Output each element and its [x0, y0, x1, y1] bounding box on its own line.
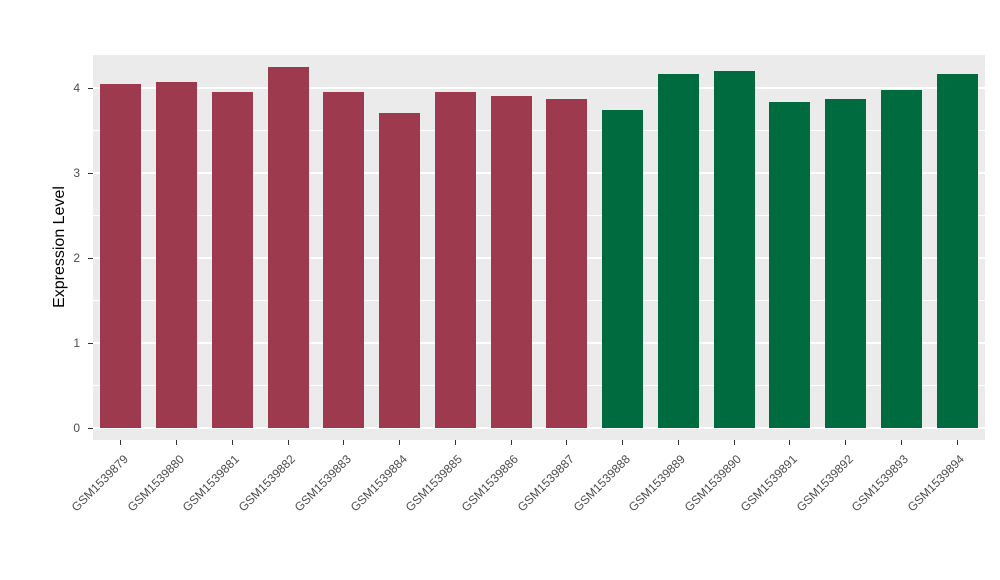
x-tick-mark [231, 440, 233, 445]
x-tick-mark [343, 440, 345, 445]
y-tick-mark [88, 342, 93, 344]
x-tick-label-text: GSM1539884 [347, 452, 410, 515]
x-tick-mark [733, 440, 735, 445]
x-tick-label-text: GSM1539883 [291, 452, 354, 515]
x-tick-mark [399, 440, 401, 445]
bar [490, 95, 532, 428]
bar [880, 89, 922, 428]
x-tick-label-text: GSM1539885 [403, 452, 466, 515]
y-tick-mark [88, 257, 93, 259]
x-tick-mark [510, 440, 512, 445]
bar [156, 82, 198, 428]
gridline-minor [93, 299, 985, 301]
x-tick-mark [454, 440, 456, 445]
x-tick-label-text: GSM1539882 [235, 452, 299, 515]
y-tick-label: 0 [73, 421, 80, 435]
y-axis-title: Expression Level [51, 186, 68, 308]
x-tick-mark [566, 440, 568, 445]
x-tick-mark [622, 440, 624, 445]
x-tick-label-text: GSM1539892 [793, 452, 856, 515]
x-tick-label-text: GSM1539881 [180, 452, 243, 515]
gridline-major [93, 257, 985, 259]
gridline-major [93, 172, 985, 174]
gridline-minor [93, 384, 985, 386]
y-tick-label: 4 [73, 81, 80, 95]
y-tick-label: 3 [73, 166, 80, 180]
bar [379, 112, 421, 428]
bar [657, 73, 699, 428]
bar [267, 66, 309, 428]
gridline-minor [93, 214, 985, 216]
bar [825, 99, 867, 428]
bar [323, 92, 365, 428]
x-tick-mark [677, 440, 679, 445]
bar [713, 71, 755, 428]
gridline-major [93, 427, 985, 429]
bar [936, 74, 978, 428]
x-tick-mark [845, 440, 847, 445]
x-tick-mark [789, 440, 791, 445]
bar [100, 83, 142, 428]
y-tick-mark [88, 87, 93, 89]
x-tick-mark [176, 440, 178, 445]
bar [434, 92, 476, 428]
bar [546, 99, 588, 428]
x-tick-label-text: GSM1539880 [124, 452, 187, 515]
x-tick-label-text: GSM1539879 [68, 452, 131, 515]
gridline-minor [93, 129, 985, 131]
x-tick-mark [956, 440, 958, 445]
y-tick-label: 1 [73, 336, 80, 350]
x-tick-label-text: GSM1539886 [458, 452, 522, 515]
x-tick-label-text: GSM1539893 [849, 452, 912, 515]
x-tick-label-text: GSM1539891 [737, 452, 800, 515]
plot-panel [93, 55, 985, 440]
x-tick-mark [120, 440, 122, 445]
bar [211, 92, 253, 428]
gridline-major [93, 87, 985, 89]
y-tick-mark [88, 427, 93, 429]
x-tick-label-text: GSM1539888 [570, 452, 633, 515]
x-tick-label-text: GSM1539889 [626, 452, 689, 515]
bar [602, 110, 644, 428]
y-tick-mark [88, 172, 93, 174]
x-tick-mark [287, 440, 289, 445]
bar [769, 101, 811, 428]
x-tick-label-text: GSM1539894 [904, 452, 968, 515]
y-tick-label: 2 [73, 251, 80, 265]
x-tick-label-text: GSM1539890 [681, 452, 745, 515]
gridline-major [93, 342, 985, 344]
x-tick-label-text: GSM1539887 [514, 452, 577, 515]
x-tick-mark [900, 440, 902, 445]
